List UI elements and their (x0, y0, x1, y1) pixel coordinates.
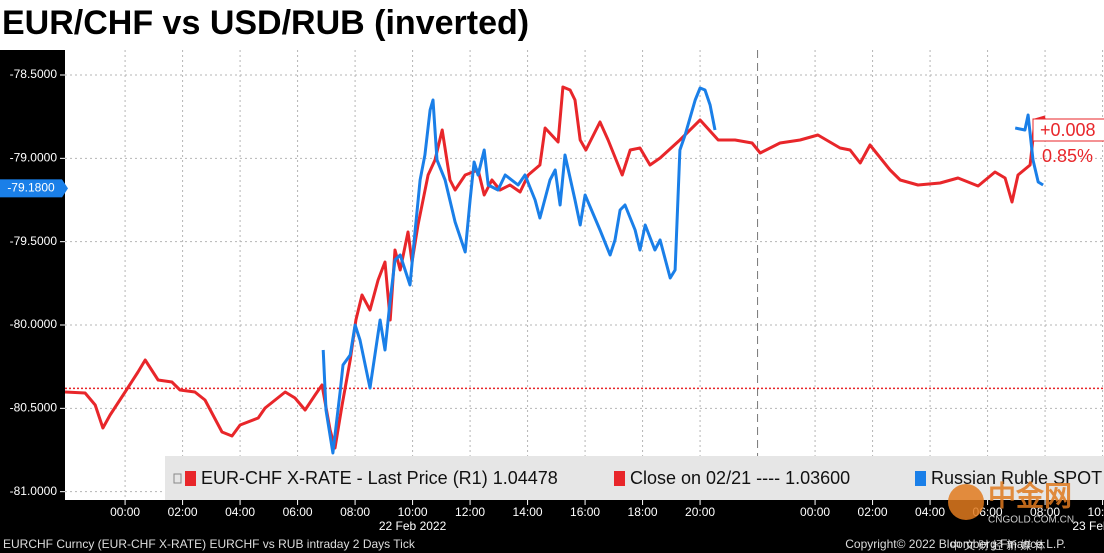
x-tick-label: 08:00 (1030, 505, 1060, 519)
y-tick-label: -78.5000 (10, 67, 58, 81)
x-tick-label: 04:00 (225, 505, 255, 519)
series-line (65, 85, 1046, 450)
legend-icon (173, 473, 182, 484)
legend-swatch (614, 471, 625, 486)
x-tick-label: 04:00 (915, 505, 945, 519)
watermark-logo (948, 484, 984, 520)
x-tick-label: 10:00 (1088, 505, 1104, 519)
watermark-name: 中金网 (988, 479, 1072, 511)
title-bar (0, 0, 1104, 50)
y-tick-label: -79.5000 (10, 234, 58, 248)
date-label: 23 Feb (1072, 519, 1104, 533)
x-tick-label: 00:00 (110, 505, 140, 519)
x-tick-label: 10:00 (398, 505, 428, 519)
y-tick-label: -80.5000 (10, 401, 58, 415)
legend-label: Close on 02/21 ---- 1.03600 (630, 468, 850, 488)
annotation: +0.008 (1040, 120, 1096, 140)
x-tick-label: 16:00 (570, 505, 600, 519)
last-value-pointer (62, 179, 68, 198)
x-tick-label: 06:00 (283, 505, 313, 519)
watermark-url: CNGOLD.COM.CN (988, 515, 1074, 526)
x-tick-label: 18:00 (628, 505, 658, 519)
watermark-tagline: 中 文 财 经 新 媒 体 (950, 538, 1045, 552)
x-tick-label: 02:00 (168, 505, 198, 519)
legend-swatch (915, 471, 926, 486)
footer-left: EURCHF Curncy (EUR-CHF X-RATE) EURCHF vs… (3, 537, 416, 551)
legend-label: Russian Ruble SPOT (931, 468, 1102, 488)
x-tick-label: 20:00 (685, 505, 715, 519)
x-tick-label: 12:00 (455, 505, 485, 519)
last-value-label: -79.1800 (7, 181, 55, 195)
chart-title: EUR/CHF vs USD/RUB (inverted) (2, 4, 529, 42)
y-tick-label: -81.0000 (10, 484, 58, 498)
series-layer (65, 85, 1104, 455)
annotation-box (1032, 118, 1104, 142)
x-tick-label: 14:00 (513, 505, 543, 519)
legend-swatch (185, 471, 196, 486)
y-tick-label: -80.0000 (10, 317, 58, 331)
series-line (321, 86, 1044, 455)
legend-box (165, 456, 1104, 500)
date-label: 22 Feb 2022 (379, 519, 447, 533)
x-axis-panel (0, 500, 1104, 553)
y-axis-panel (0, 50, 65, 553)
overlay: -78.5000 -79.0000 -79.5000 -80.0000 -80.5000… (0, 67, 1104, 552)
y-tick-label: -79.0000 (10, 151, 58, 165)
plot-area (65, 50, 1104, 500)
annotation: 0.85% (1042, 146, 1093, 166)
legend-label: EUR-CHF X-RATE - Last Price (R1) 1.04478 (201, 468, 558, 488)
x-tick-label: 02:00 (858, 505, 888, 519)
footer-right: Copyright© 2022 Bloomberg Finance L.P. (845, 537, 1066, 551)
x-tick-label: 00:00 (800, 505, 830, 519)
x-tick-label: 08:00 (340, 505, 370, 519)
last-value-box (0, 179, 62, 198)
